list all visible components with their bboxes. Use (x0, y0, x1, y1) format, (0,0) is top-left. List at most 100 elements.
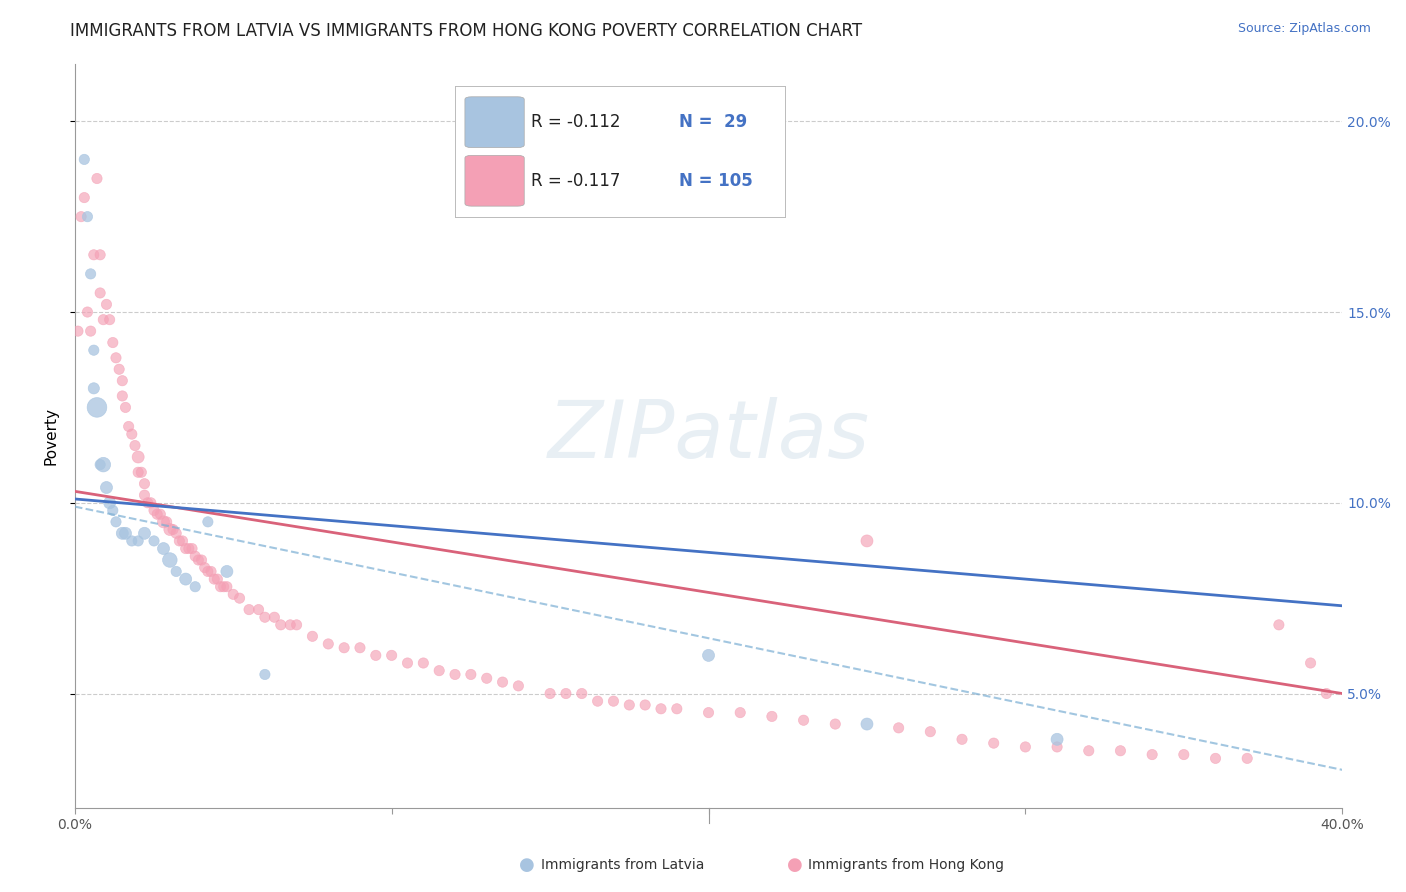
Point (697, 648, 720, 663)
Point (222, 587, 245, 601)
Text: Immigrants from Hong Kong: Immigrants from Hong Kong (808, 858, 1004, 872)
Point (149, 507, 172, 521)
Point (127, 465, 149, 479)
Point (761, 709, 783, 723)
Text: IMMIGRANTS FROM LATVIA VS IMMIGRANTS FROM HONG KONG POVERTY CORRELATION CHART: IMMIGRANTS FROM LATVIA VS IMMIGRANTS FRO… (70, 22, 862, 40)
Point (139, 496, 162, 510)
Point (165, 565, 187, 579)
Point (146, 507, 169, 521)
Point (200, 565, 222, 579)
Point (619, 698, 641, 712)
Point (101, 335, 124, 350)
Point (364, 648, 387, 663)
Point (856, 533, 879, 548)
Point (159, 523, 181, 537)
Point (83, 381, 105, 395)
Point (89, 458, 111, 472)
Point (76, 210, 98, 224)
Point (460, 667, 482, 681)
Point (172, 533, 194, 548)
Point (212, 580, 235, 594)
Point (197, 515, 219, 529)
Point (111, 389, 134, 403)
Point (86, 401, 108, 415)
Point (793, 713, 815, 727)
Point (983, 736, 1005, 750)
Point (238, 602, 260, 616)
Point (602, 694, 624, 708)
Point (66, 324, 89, 338)
Point (190, 553, 212, 567)
Point (136, 496, 159, 510)
Point (143, 503, 166, 517)
Point (856, 717, 879, 731)
Point (1315, 687, 1337, 701)
Text: Immigrants from Latvia: Immigrants from Latvia (541, 858, 704, 872)
Point (131, 465, 153, 479)
Point (1046, 739, 1069, 754)
Point (253, 667, 276, 681)
Point (396, 656, 419, 670)
Point (98, 496, 121, 510)
Y-axis label: Poverty: Poverty (44, 407, 58, 465)
Point (108, 362, 131, 376)
Point (134, 526, 156, 541)
Point (285, 618, 308, 632)
Point (202, 572, 225, 586)
Point (79, 267, 101, 281)
Point (1046, 732, 1069, 747)
Point (824, 717, 846, 731)
Point (96, 297, 118, 311)
Point (121, 533, 143, 548)
Point (247, 602, 270, 616)
Point (73, 153, 96, 167)
Text: ZIPatlas: ZIPatlas (547, 397, 869, 475)
Point (134, 476, 156, 491)
Point (169, 533, 191, 548)
Point (215, 565, 238, 579)
Point (665, 702, 688, 716)
Point (586, 694, 609, 708)
Point (728, 706, 751, 720)
Point (920, 724, 942, 739)
Text: ●: ● (786, 856, 803, 874)
Point (89, 248, 111, 262)
Point (70, 210, 93, 224)
Point (184, 549, 207, 564)
Point (650, 702, 672, 716)
Point (118, 419, 141, 434)
Point (124, 439, 146, 453)
Point (475, 671, 498, 685)
Point (73, 191, 96, 205)
Point (491, 675, 513, 690)
Point (104, 515, 127, 529)
Point (1299, 656, 1322, 670)
Point (111, 526, 134, 541)
Point (174, 572, 197, 586)
Point (83, 343, 105, 358)
Point (98, 312, 121, 326)
Point (209, 580, 232, 594)
Point (555, 687, 578, 701)
Point (333, 640, 356, 655)
Point (1205, 751, 1227, 765)
Text: ●: ● (519, 856, 536, 874)
Point (444, 667, 467, 681)
Point (1140, 747, 1163, 762)
Point (159, 553, 181, 567)
Point (177, 541, 200, 556)
Point (121, 427, 143, 442)
Point (207, 572, 229, 586)
Point (1173, 747, 1195, 762)
Point (316, 637, 339, 651)
Point (1014, 739, 1036, 754)
Point (187, 553, 209, 567)
Point (86, 171, 108, 186)
Point (1077, 744, 1099, 758)
Point (114, 401, 136, 415)
Point (508, 679, 530, 693)
Point (887, 721, 910, 735)
Point (301, 629, 323, 643)
Text: Source: ZipAtlas.com: Source: ZipAtlas.com (1237, 22, 1371, 36)
Point (89, 285, 111, 300)
